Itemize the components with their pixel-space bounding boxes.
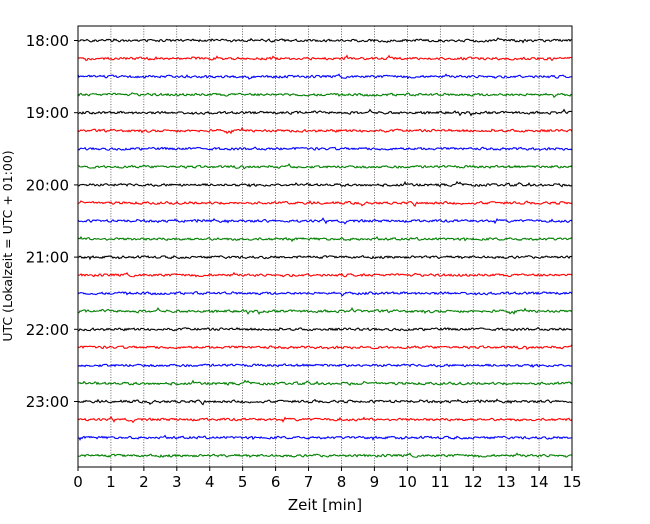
- trace-2330: [77, 434, 573, 441]
- trace-1930: [77, 146, 573, 152]
- y-axis-ticks: 18:00 19:00 20:00 21:00 22:00 23:00: [26, 32, 78, 411]
- x-tick-label: 11: [431, 473, 450, 491]
- y-tick-label: 22:00: [26, 321, 69, 339]
- x-tick-label: 0: [73, 473, 83, 491]
- x-tick-label: 13: [497, 473, 516, 491]
- y-tick-label: 19:00: [26, 104, 69, 122]
- trace-2100: [77, 255, 573, 261]
- x-tick-label: 5: [238, 473, 248, 491]
- x-tick-label: 14: [530, 473, 549, 491]
- trace-1915: [77, 126, 573, 135]
- x-axis-label: Zeit [min]: [288, 496, 362, 514]
- x-tick-label: 6: [271, 473, 281, 491]
- plot-frame: [77, 25, 573, 468]
- trace-1800: [77, 37, 573, 44]
- x-tick-label: 7: [304, 473, 314, 491]
- trace-2215: [77, 344, 573, 350]
- x-tick-label: 1: [106, 473, 116, 491]
- trace-2115: [77, 271, 573, 278]
- y-axis-label: UTC (Lokalzeit = UTC + 01:00): [0, 150, 15, 341]
- y-tick-label: 20:00: [26, 176, 69, 194]
- x-tick-label: 10: [398, 473, 417, 491]
- y-tick-label: 18:00: [26, 32, 69, 50]
- x-axis-ticks: 0 1 2 3 4 5 6 7 8 9 10 11 12 13 14 15: [73, 467, 582, 491]
- x-tick-label: 2: [139, 473, 149, 491]
- trace-1815: [77, 54, 573, 62]
- x-tick-label: 8: [337, 473, 347, 491]
- trace-1845: [77, 92, 573, 99]
- trace-2230: [77, 363, 573, 368]
- trace-2130: [77, 291, 573, 297]
- trace-1830: [77, 73, 573, 80]
- trace-2300: [77, 398, 573, 406]
- trace-1945: [77, 163, 573, 170]
- trace-1900: [77, 108, 573, 117]
- seismogram-traces: [77, 37, 573, 459]
- y-tick-label: 23:00: [26, 393, 69, 411]
- y-tick-label: 21:00: [26, 249, 69, 267]
- x-tick-label: 3: [172, 473, 182, 491]
- trace-2015: [77, 200, 573, 207]
- trace-2315: [77, 415, 573, 424]
- x-tick-label: 15: [562, 473, 581, 491]
- trace-2045: [77, 235, 573, 243]
- trace-2000: [77, 180, 573, 188]
- trace-2030: [77, 217, 573, 225]
- trace-2200: [77, 326, 573, 332]
- vertical-gridlines: [110, 26, 540, 467]
- x-tick-label: 4: [205, 473, 215, 491]
- trace-2345: [77, 452, 573, 459]
- x-tick-label: 12: [464, 473, 483, 491]
- x-tick-label: 9: [370, 473, 380, 491]
- trace-2145: [77, 307, 573, 316]
- trace-2245: [77, 379, 573, 387]
